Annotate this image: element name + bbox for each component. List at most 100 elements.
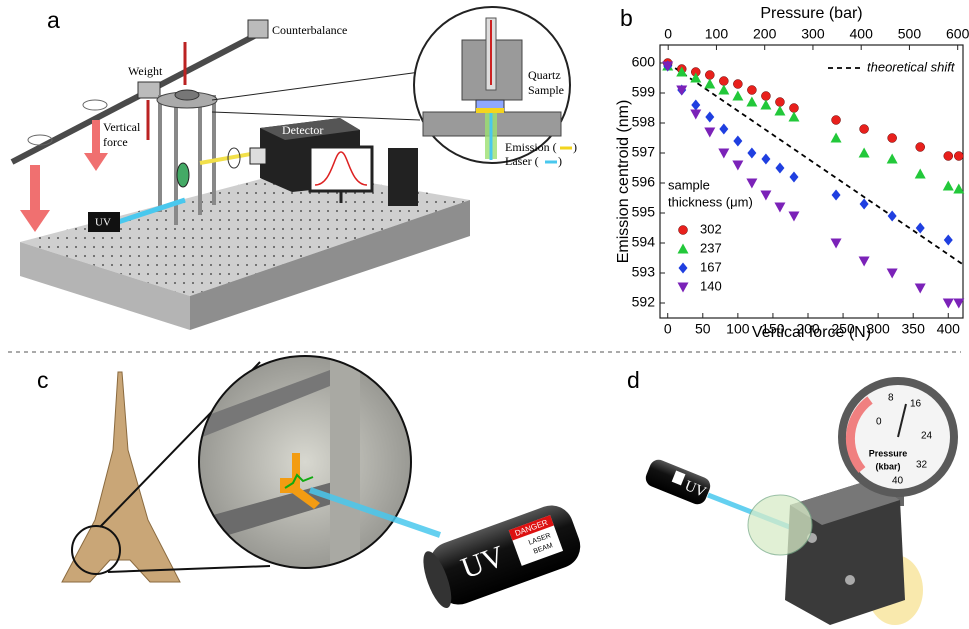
data-point xyxy=(761,154,770,165)
data-point xyxy=(944,235,953,246)
uv-laser: UV DANGER LASER BEAM xyxy=(417,499,586,613)
x-tick-label: 50 xyxy=(695,321,711,337)
data-point xyxy=(887,154,898,164)
uv-laser: UV xyxy=(643,457,713,507)
legend-title: thickness (μm) xyxy=(668,194,753,209)
data-point xyxy=(718,149,729,159)
panel-a: a Counterbalance Weight Vertical force U… xyxy=(12,7,577,330)
data-point xyxy=(746,179,757,189)
data-point xyxy=(732,161,743,171)
data-point xyxy=(888,211,897,222)
data-point xyxy=(954,152,963,161)
data-point xyxy=(774,106,785,116)
data-point xyxy=(704,79,715,89)
data-point xyxy=(831,133,842,143)
text: Vertical xyxy=(103,120,141,134)
text: Laser ( xyxy=(505,154,539,168)
legend-marker xyxy=(678,244,689,254)
text: Counterbalance xyxy=(272,23,347,37)
x-axis-title: Vertical force (N) xyxy=(752,324,871,341)
data-point xyxy=(746,97,757,107)
x2-axis-title: Pressure (bar) xyxy=(760,5,862,22)
data-point xyxy=(690,110,701,120)
text: (kbar) xyxy=(875,461,900,471)
panel-label: c xyxy=(37,367,49,393)
data-point xyxy=(775,98,784,107)
data-point xyxy=(705,71,714,80)
gauge-tick: 32 xyxy=(916,460,928,471)
data-point xyxy=(789,172,798,183)
zoom-line xyxy=(212,112,420,120)
data-point xyxy=(943,299,954,309)
panel-label: b xyxy=(620,5,633,31)
data-point xyxy=(760,100,771,110)
y-axis-title: Emission centroid (nm) xyxy=(615,100,632,264)
data-point xyxy=(831,239,842,249)
zoom-line xyxy=(108,566,270,572)
data-point xyxy=(704,128,715,138)
x-tick-label: 350 xyxy=(902,321,926,337)
x-tick-label: 0 xyxy=(664,321,672,337)
legend-marker xyxy=(679,226,688,235)
data-point xyxy=(888,134,897,143)
text: ) xyxy=(573,140,577,154)
gauge-tick: 0 xyxy=(876,417,882,428)
x2-tick-label: 300 xyxy=(801,26,825,42)
panel-label: d xyxy=(627,367,640,393)
panel-b: b592593594595596597598599600050100150200… xyxy=(615,5,969,341)
y-tick-label: 600 xyxy=(632,54,656,70)
y-tick-label: 598 xyxy=(632,114,656,130)
text: force xyxy=(103,135,128,149)
data-point xyxy=(859,257,870,267)
text: Sample xyxy=(528,83,564,97)
legend-label: 140 xyxy=(700,278,722,293)
text: Pressure xyxy=(869,448,908,458)
data-point xyxy=(788,112,799,122)
x2-tick-label: 100 xyxy=(705,26,729,42)
text: Weight xyxy=(128,64,163,78)
y-tick-label: 599 xyxy=(632,84,656,100)
data-point xyxy=(789,104,798,113)
panel-label: a xyxy=(47,7,60,33)
arrow xyxy=(20,165,50,232)
data-point xyxy=(718,85,729,95)
y-tick-label: 593 xyxy=(632,264,656,280)
data-point xyxy=(733,136,742,147)
data-point xyxy=(915,169,926,179)
lens xyxy=(177,163,189,187)
text: Detector xyxy=(282,123,323,137)
data-point xyxy=(832,116,841,125)
gauge-tick: 24 xyxy=(921,431,933,442)
panel-d: d UV 0 8 16 24 32 40 Pressure (kbar) xyxy=(627,367,958,625)
data-point xyxy=(760,191,771,201)
data-point xyxy=(761,92,770,101)
y-tick-label: 596 xyxy=(632,174,656,190)
detector-port xyxy=(250,148,266,164)
x-tick-label: 100 xyxy=(726,321,750,337)
data-point xyxy=(774,203,785,213)
data-point xyxy=(860,125,869,134)
figure: a Counterbalance Weight Vertical force U… xyxy=(0,0,969,629)
gauge-tick: 8 xyxy=(888,393,894,404)
data-point xyxy=(915,284,926,294)
gauge-tick: 16 xyxy=(910,399,922,410)
text: Emission ( xyxy=(505,140,557,154)
computer xyxy=(388,148,418,206)
data-point xyxy=(719,124,728,135)
data-point xyxy=(832,190,841,201)
press-head xyxy=(175,90,199,100)
zoom-line xyxy=(212,72,420,100)
screw xyxy=(845,575,855,585)
panel-c: c UV DANGER LASER BEAM xyxy=(37,352,586,613)
text: ) xyxy=(558,154,562,168)
data-point xyxy=(788,212,799,222)
legend-label: theoretical shift xyxy=(867,59,956,74)
y-tick-label: 595 xyxy=(632,204,656,220)
data-point xyxy=(887,269,898,279)
zoom-content xyxy=(195,352,415,572)
y-tick-label: 594 xyxy=(632,234,656,250)
legend-title: sample xyxy=(668,177,710,192)
data-point xyxy=(860,199,869,210)
data-point xyxy=(719,77,728,86)
x2-tick-label: 500 xyxy=(898,26,922,42)
